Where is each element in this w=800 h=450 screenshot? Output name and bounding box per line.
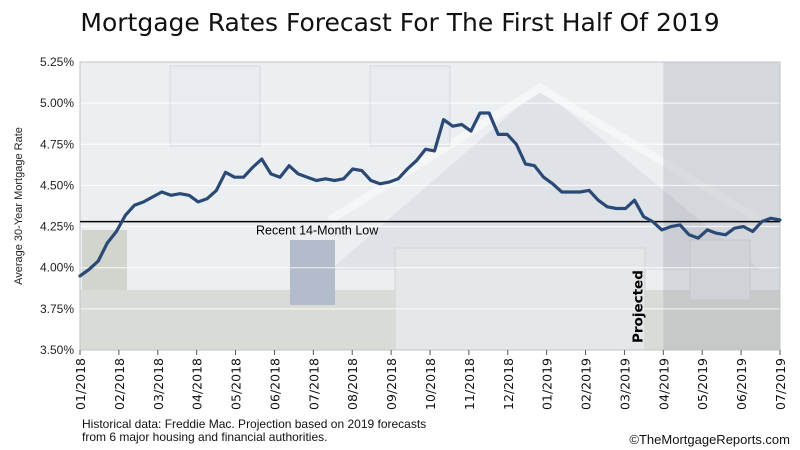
- background-window: [689, 239, 751, 301]
- y-axis-label: Average 30-Year Mortgage Rate: [13, 127, 25, 285]
- y-tick-label: 5.25%: [40, 55, 74, 69]
- y-tick-label: 4.50%: [40, 178, 74, 192]
- chart-title: Mortgage Rates Forecast For The First Ha…: [80, 8, 720, 37]
- background-window: [169, 65, 261, 147]
- x-tick-label: 02/2019: [579, 358, 594, 410]
- y-tick-label: 4.25%: [40, 220, 74, 234]
- x-tick-label: 06/2019: [734, 358, 749, 410]
- y-tick-label: 3.50%: [40, 343, 74, 357]
- x-tick-label: 06/2018: [267, 358, 282, 410]
- x-tick-label: 07/2018: [306, 358, 321, 410]
- x-tick-label: 12/2018: [501, 358, 516, 410]
- projected-region: [663, 62, 780, 350]
- footnote: Historical data: Freddie Mac. Projection…: [82, 418, 426, 444]
- x-tick-label: 09/2018: [384, 358, 399, 410]
- projected-label: Projected: [630, 270, 646, 343]
- x-tick-label: 10/2018: [423, 358, 438, 410]
- reference-line-label: Recent 14-Month Low: [256, 224, 379, 238]
- y-tick-label: 4.75%: [40, 137, 74, 151]
- background-window: [369, 65, 451, 147]
- footnote-line-1: Historical data: Freddie Mac. Projection…: [82, 417, 427, 431]
- x-tick-label: 05/2018: [229, 358, 244, 410]
- x-tick-label: 03/2018: [151, 358, 166, 410]
- x-tick-label: 04/2019: [656, 358, 671, 410]
- background-front-door: [290, 240, 335, 305]
- series-line: [78, 111, 782, 278]
- x-tick-label: 04/2018: [190, 358, 205, 410]
- x-tick-label: 07/2019: [773, 358, 788, 410]
- x-tick-label: 11/2018: [462, 358, 477, 410]
- x-tick-label: 08/2018: [345, 358, 360, 410]
- y-tick-label: 5.00%: [40, 96, 74, 110]
- y-tick-label: 3.75%: [40, 302, 74, 316]
- x-tick-label: 01/2018: [73, 358, 88, 410]
- copyright: ©TheMortgageReports.com: [629, 432, 790, 447]
- x-tick-label: 03/2019: [617, 358, 632, 410]
- y-tick-label: 4.00%: [40, 261, 74, 275]
- footnote-line-2: from 6 major housing and financial autho…: [82, 430, 328, 444]
- x-tick-label: 02/2018: [112, 358, 127, 410]
- x-tick-label: 01/2019: [540, 358, 555, 410]
- x-tick-label: 05/2019: [695, 358, 710, 410]
- background-shrub: [82, 230, 127, 290]
- background-garage-door: [394, 247, 646, 351]
